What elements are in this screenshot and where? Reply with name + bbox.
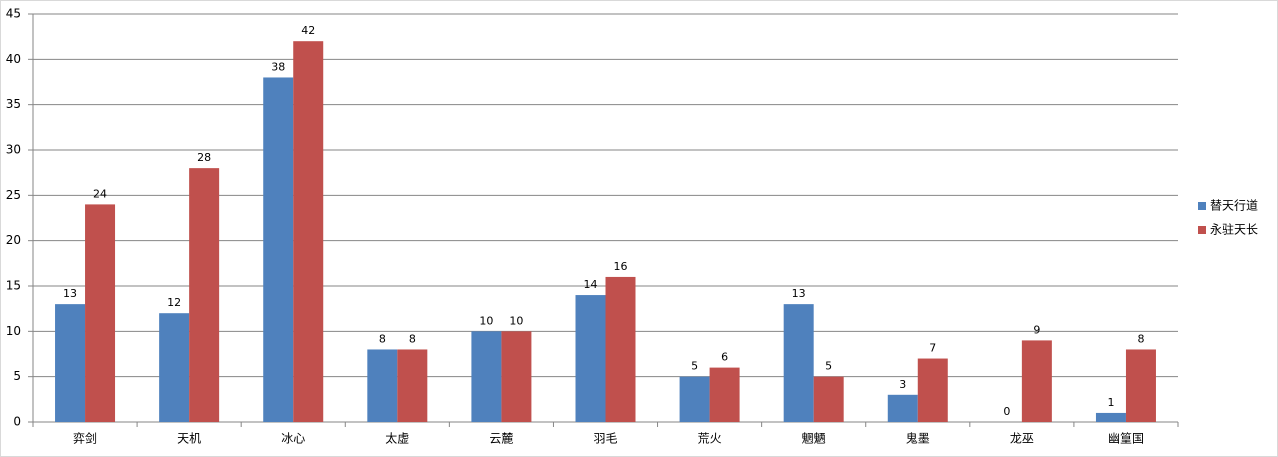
data-label: 12 bbox=[167, 296, 181, 309]
bar bbox=[575, 295, 606, 422]
data-label: 42 bbox=[301, 24, 315, 37]
x-tick-label: 幽篁国 bbox=[1108, 431, 1144, 446]
data-label: 6 bbox=[721, 351, 728, 364]
bar bbox=[813, 376, 844, 422]
bar bbox=[189, 168, 220, 422]
data-label: 13 bbox=[63, 287, 77, 300]
data-label: 14 bbox=[584, 278, 598, 291]
x-tick-label: 鬼墨 bbox=[906, 431, 930, 446]
legend-label: 替天行道 bbox=[1210, 199, 1258, 213]
x-tick-label: 魍魉 bbox=[802, 431, 826, 446]
data-label: 24 bbox=[93, 187, 107, 200]
legend-label: 永驻天长 bbox=[1210, 222, 1258, 237]
bar bbox=[605, 276, 636, 422]
y-tick-label: 45 bbox=[6, 7, 21, 21]
bar bbox=[887, 394, 918, 422]
y-tick-label: 40 bbox=[6, 52, 21, 66]
x-tick-label: 冰心 bbox=[281, 432, 305, 446]
bar bbox=[293, 41, 324, 422]
data-label: 10 bbox=[479, 314, 493, 327]
bar bbox=[263, 77, 294, 422]
y-tick-label: 30 bbox=[6, 143, 21, 157]
y-tick-label: 35 bbox=[6, 97, 21, 111]
data-label: 8 bbox=[379, 332, 386, 345]
data-label: 5 bbox=[825, 360, 832, 373]
y-tick-label: 5 bbox=[13, 369, 21, 383]
bar bbox=[1021, 340, 1052, 422]
bar bbox=[397, 349, 428, 422]
bar bbox=[85, 204, 116, 422]
data-label: 8 bbox=[1137, 332, 1144, 345]
x-tick-label: 太虚 bbox=[385, 431, 409, 446]
bar bbox=[55, 304, 86, 422]
data-label: 5 bbox=[691, 360, 698, 373]
bar bbox=[679, 376, 710, 422]
bar bbox=[1095, 412, 1126, 422]
data-label: 3 bbox=[899, 378, 906, 391]
y-tick-label: 10 bbox=[6, 324, 21, 338]
bar bbox=[367, 349, 398, 422]
x-tick-label: 羽毛 bbox=[593, 432, 617, 446]
legend-swatch bbox=[1198, 226, 1206, 234]
data-label: 0 bbox=[1003, 405, 1010, 418]
bar bbox=[501, 331, 532, 422]
y-tick-label: 0 bbox=[13, 415, 21, 429]
legend-swatch bbox=[1198, 202, 1206, 210]
data-label: 7 bbox=[929, 342, 936, 355]
bar bbox=[1125, 349, 1156, 422]
x-tick-label: 弈剑 bbox=[73, 431, 97, 446]
bar bbox=[471, 331, 502, 422]
bar bbox=[783, 304, 814, 422]
data-label: 8 bbox=[409, 332, 416, 345]
data-label: 9 bbox=[1033, 323, 1040, 336]
data-label: 16 bbox=[614, 260, 628, 273]
bar bbox=[917, 358, 948, 422]
data-label: 38 bbox=[271, 60, 285, 73]
x-tick-label: 天机 bbox=[177, 432, 201, 446]
y-tick-label: 20 bbox=[6, 233, 21, 247]
data-label: 1 bbox=[1107, 396, 1114, 409]
x-tick-label: 龙巫 bbox=[1010, 432, 1034, 446]
x-tick-label: 云麓 bbox=[489, 432, 513, 446]
data-label: 10 bbox=[509, 314, 523, 327]
bar bbox=[709, 367, 740, 422]
x-tick-label: 荒火 bbox=[698, 432, 722, 446]
data-label: 28 bbox=[197, 151, 211, 164]
data-label: 13 bbox=[792, 287, 806, 300]
y-tick-label: 15 bbox=[6, 279, 21, 293]
y-tick-label: 25 bbox=[6, 188, 21, 202]
bar bbox=[159, 313, 190, 422]
